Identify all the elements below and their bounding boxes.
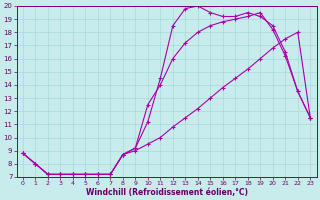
X-axis label: Windchill (Refroidissement éolien,°C): Windchill (Refroidissement éolien,°C) [85, 188, 248, 197]
